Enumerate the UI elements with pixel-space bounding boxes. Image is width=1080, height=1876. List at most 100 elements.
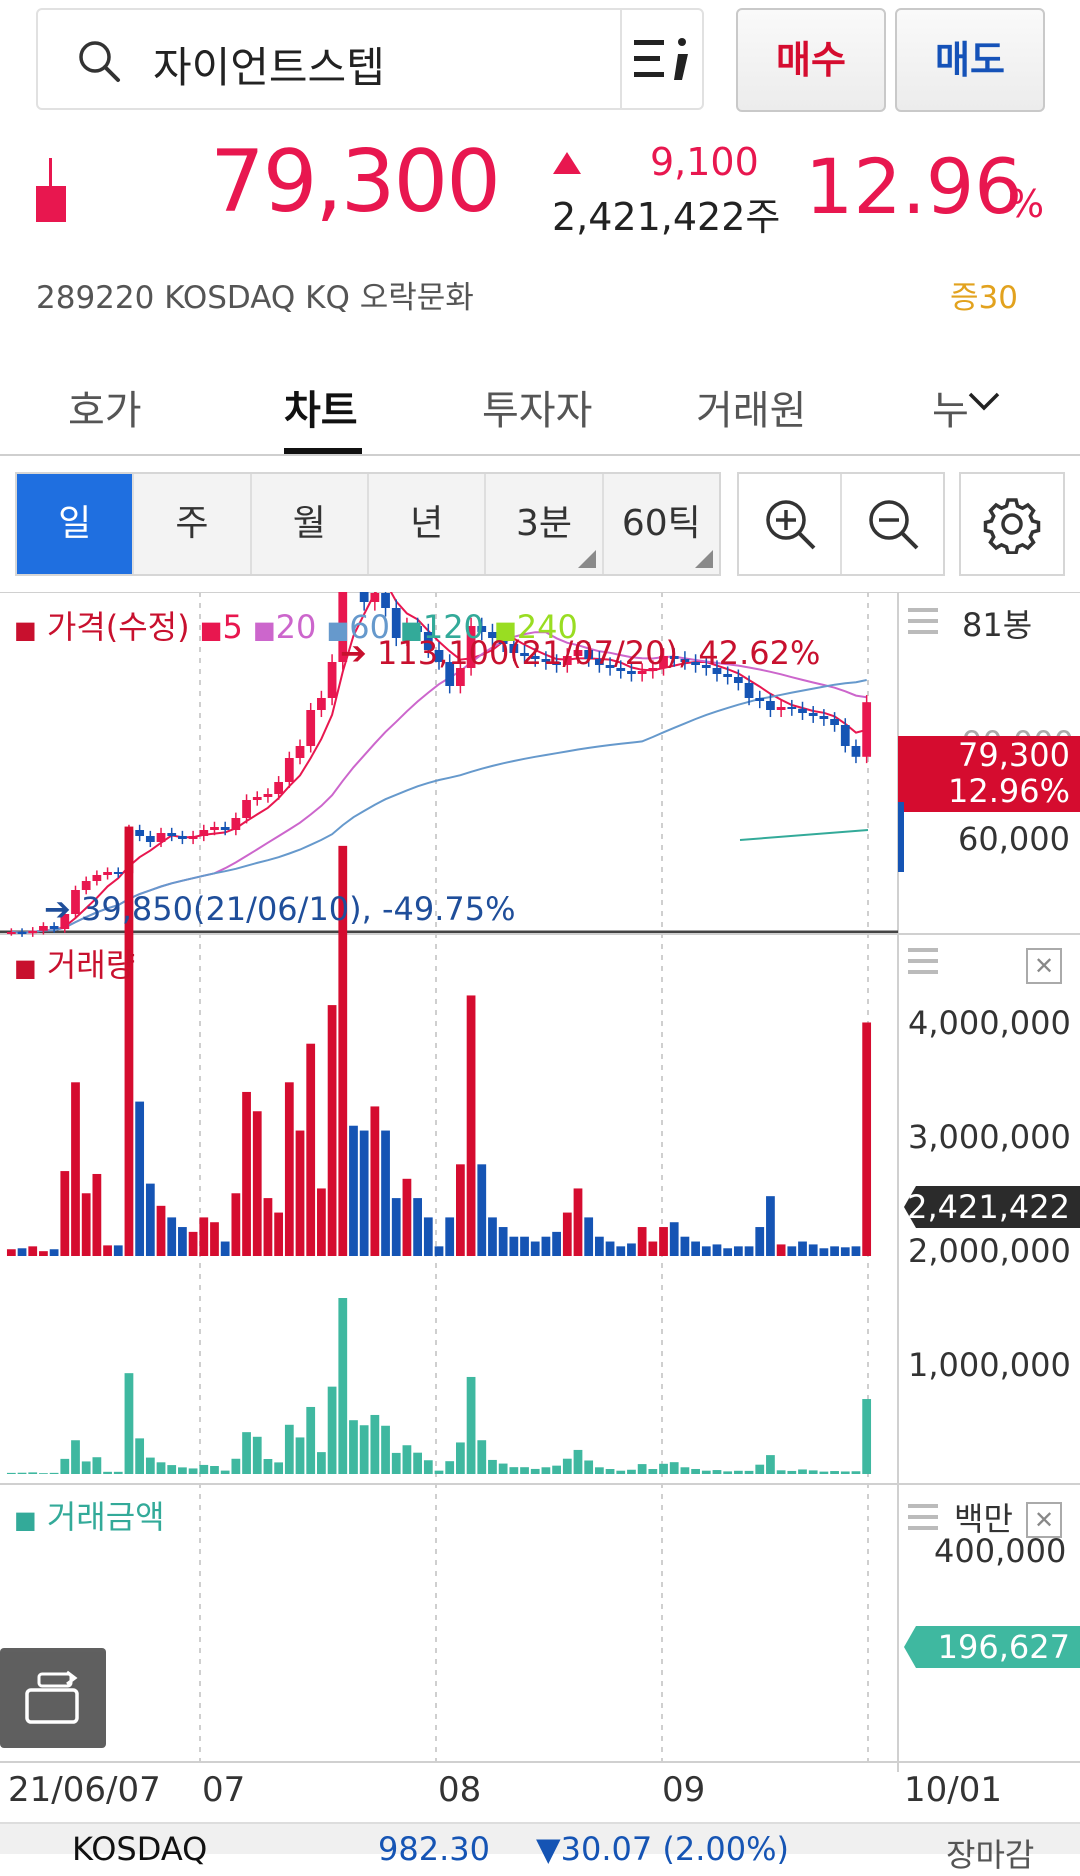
stock-info-button[interactable]	[620, 10, 706, 108]
tab-broker[interactable]: 거래원	[696, 388, 807, 434]
buy-button[interactable]: 매수	[736, 8, 886, 112]
amount-bar	[167, 1465, 177, 1474]
volume-bar	[231, 1193, 241, 1256]
legend-square: ■	[326, 616, 350, 644]
volume-bar	[819, 1248, 829, 1256]
amount-bar	[573, 1449, 583, 1474]
candle	[81, 881, 91, 890]
volume-bar	[210, 1222, 219, 1256]
stock-meta: 289220 KOSDAQ KQ 오락문화	[36, 280, 474, 316]
amount-bar	[584, 1460, 594, 1474]
candle	[733, 677, 743, 683]
candle	[156, 833, 166, 842]
volume-bar	[840, 1247, 850, 1256]
volume-bar	[370, 1106, 380, 1256]
market-ticker-bar[interactable]	[0, 1822, 1080, 1854]
candle	[552, 662, 561, 665]
amount-bar	[231, 1458, 241, 1474]
volume-bar	[103, 1245, 112, 1256]
volume-bar	[402, 1178, 412, 1256]
panel-menu-icon[interactable]	[908, 1504, 938, 1530]
chevron-down-icon[interactable]	[966, 388, 1002, 414]
volume-bar	[627, 1243, 636, 1256]
y-label-volume: 3,000,000	[908, 1118, 1071, 1156]
amount-bar	[680, 1467, 690, 1474]
low-note: 39,850(21/06/10), -49.75%	[80, 890, 516, 928]
volume-legend: ■ 거래량	[14, 940, 135, 986]
close-icon[interactable]: ✕	[1026, 948, 1062, 984]
x-label: 07	[202, 1770, 246, 1810]
candle	[466, 626, 476, 668]
zoom-out-icon	[868, 500, 918, 550]
amount-bar	[455, 1442, 465, 1474]
chart-settings-button[interactable]	[959, 472, 1065, 576]
candle	[92, 875, 102, 881]
amount-bar	[594, 1467, 604, 1474]
panel-menu-icon[interactable]	[908, 948, 938, 974]
tab-orderbook[interactable]: 호가	[68, 388, 142, 434]
tab-chart[interactable]: 차트	[284, 388, 358, 434]
up-arrow-icon	[553, 152, 581, 174]
amount-bar	[188, 1468, 198, 1474]
price-tag-value: 79,300	[958, 736, 1070, 774]
volume-bar	[284, 1082, 294, 1256]
volume-bar	[477, 1164, 487, 1256]
volume-bar	[263, 1198, 273, 1256]
zoom-out-button[interactable]	[842, 474, 943, 574]
volume-bar	[744, 1246, 754, 1256]
volume-bar	[605, 1241, 615, 1256]
volume-bar	[6, 1249, 16, 1256]
amount-bar	[627, 1469, 636, 1474]
x-label: 09	[662, 1770, 706, 1810]
candle	[295, 746, 305, 758]
volume-bar	[124, 826, 134, 1256]
period-minute[interactable]: 3분	[486, 474, 604, 574]
candle	[220, 827, 230, 830]
stock-chart[interactable]	[0, 592, 1080, 1772]
period-tick[interactable]: 60틱	[604, 474, 719, 574]
period-week[interactable]: 주	[134, 474, 252, 574]
close-icon[interactable]: ✕	[1026, 1502, 1062, 1538]
amount-bar	[605, 1469, 615, 1474]
candle	[648, 668, 658, 671]
price-tag: 79,300 12.96%	[898, 736, 1080, 812]
volume-bar	[445, 1217, 455, 1256]
period-month[interactable]: 월	[252, 474, 369, 574]
amount-bar	[840, 1471, 850, 1474]
amount-bar	[488, 1459, 497, 1474]
amount-bar	[755, 1464, 765, 1474]
bar-count: 81봉	[962, 606, 1033, 644]
candle	[616, 668, 626, 671]
volume-bar	[423, 1217, 433, 1256]
amount-bar	[263, 1458, 273, 1474]
candle	[798, 708, 807, 713]
panel-menu-icon[interactable]	[908, 608, 938, 634]
rotate-screen-button[interactable]	[0, 1648, 106, 1748]
amount-bar	[648, 1469, 658, 1474]
sell-button[interactable]: 매도	[895, 8, 1045, 112]
period-day[interactable]: 일	[17, 474, 135, 574]
volume-bar	[295, 1130, 305, 1256]
market-change: ▼30.07 (2.00%)	[536, 1830, 790, 1868]
candle	[6, 932, 16, 934]
volume-bar	[242, 1091, 251, 1256]
volume-bar	[81, 1193, 91, 1256]
amount-bar	[359, 1425, 369, 1474]
amount-bar	[776, 1470, 786, 1474]
tab-investor[interactable]: 투자자	[482, 388, 593, 434]
amount-bar	[851, 1471, 861, 1474]
y-label-amount: 400,000	[934, 1532, 1067, 1570]
period-year[interactable]: 년	[369, 474, 487, 574]
price-range-indicator	[898, 802, 904, 872]
search-input[interactable]: 자이언트스텝	[153, 43, 385, 92]
candle	[637, 671, 647, 674]
zoom-in-button[interactable]	[739, 474, 842, 574]
candle	[659, 656, 668, 668]
candle	[509, 644, 519, 653]
tab-more[interactable]: 누	[932, 388, 969, 434]
search-box[interactable]: 자이언트스텝	[36, 8, 704, 110]
candle	[242, 800, 251, 818]
candle	[488, 632, 497, 638]
volume-bar	[830, 1246, 839, 1256]
amount-bar	[242, 1432, 251, 1474]
